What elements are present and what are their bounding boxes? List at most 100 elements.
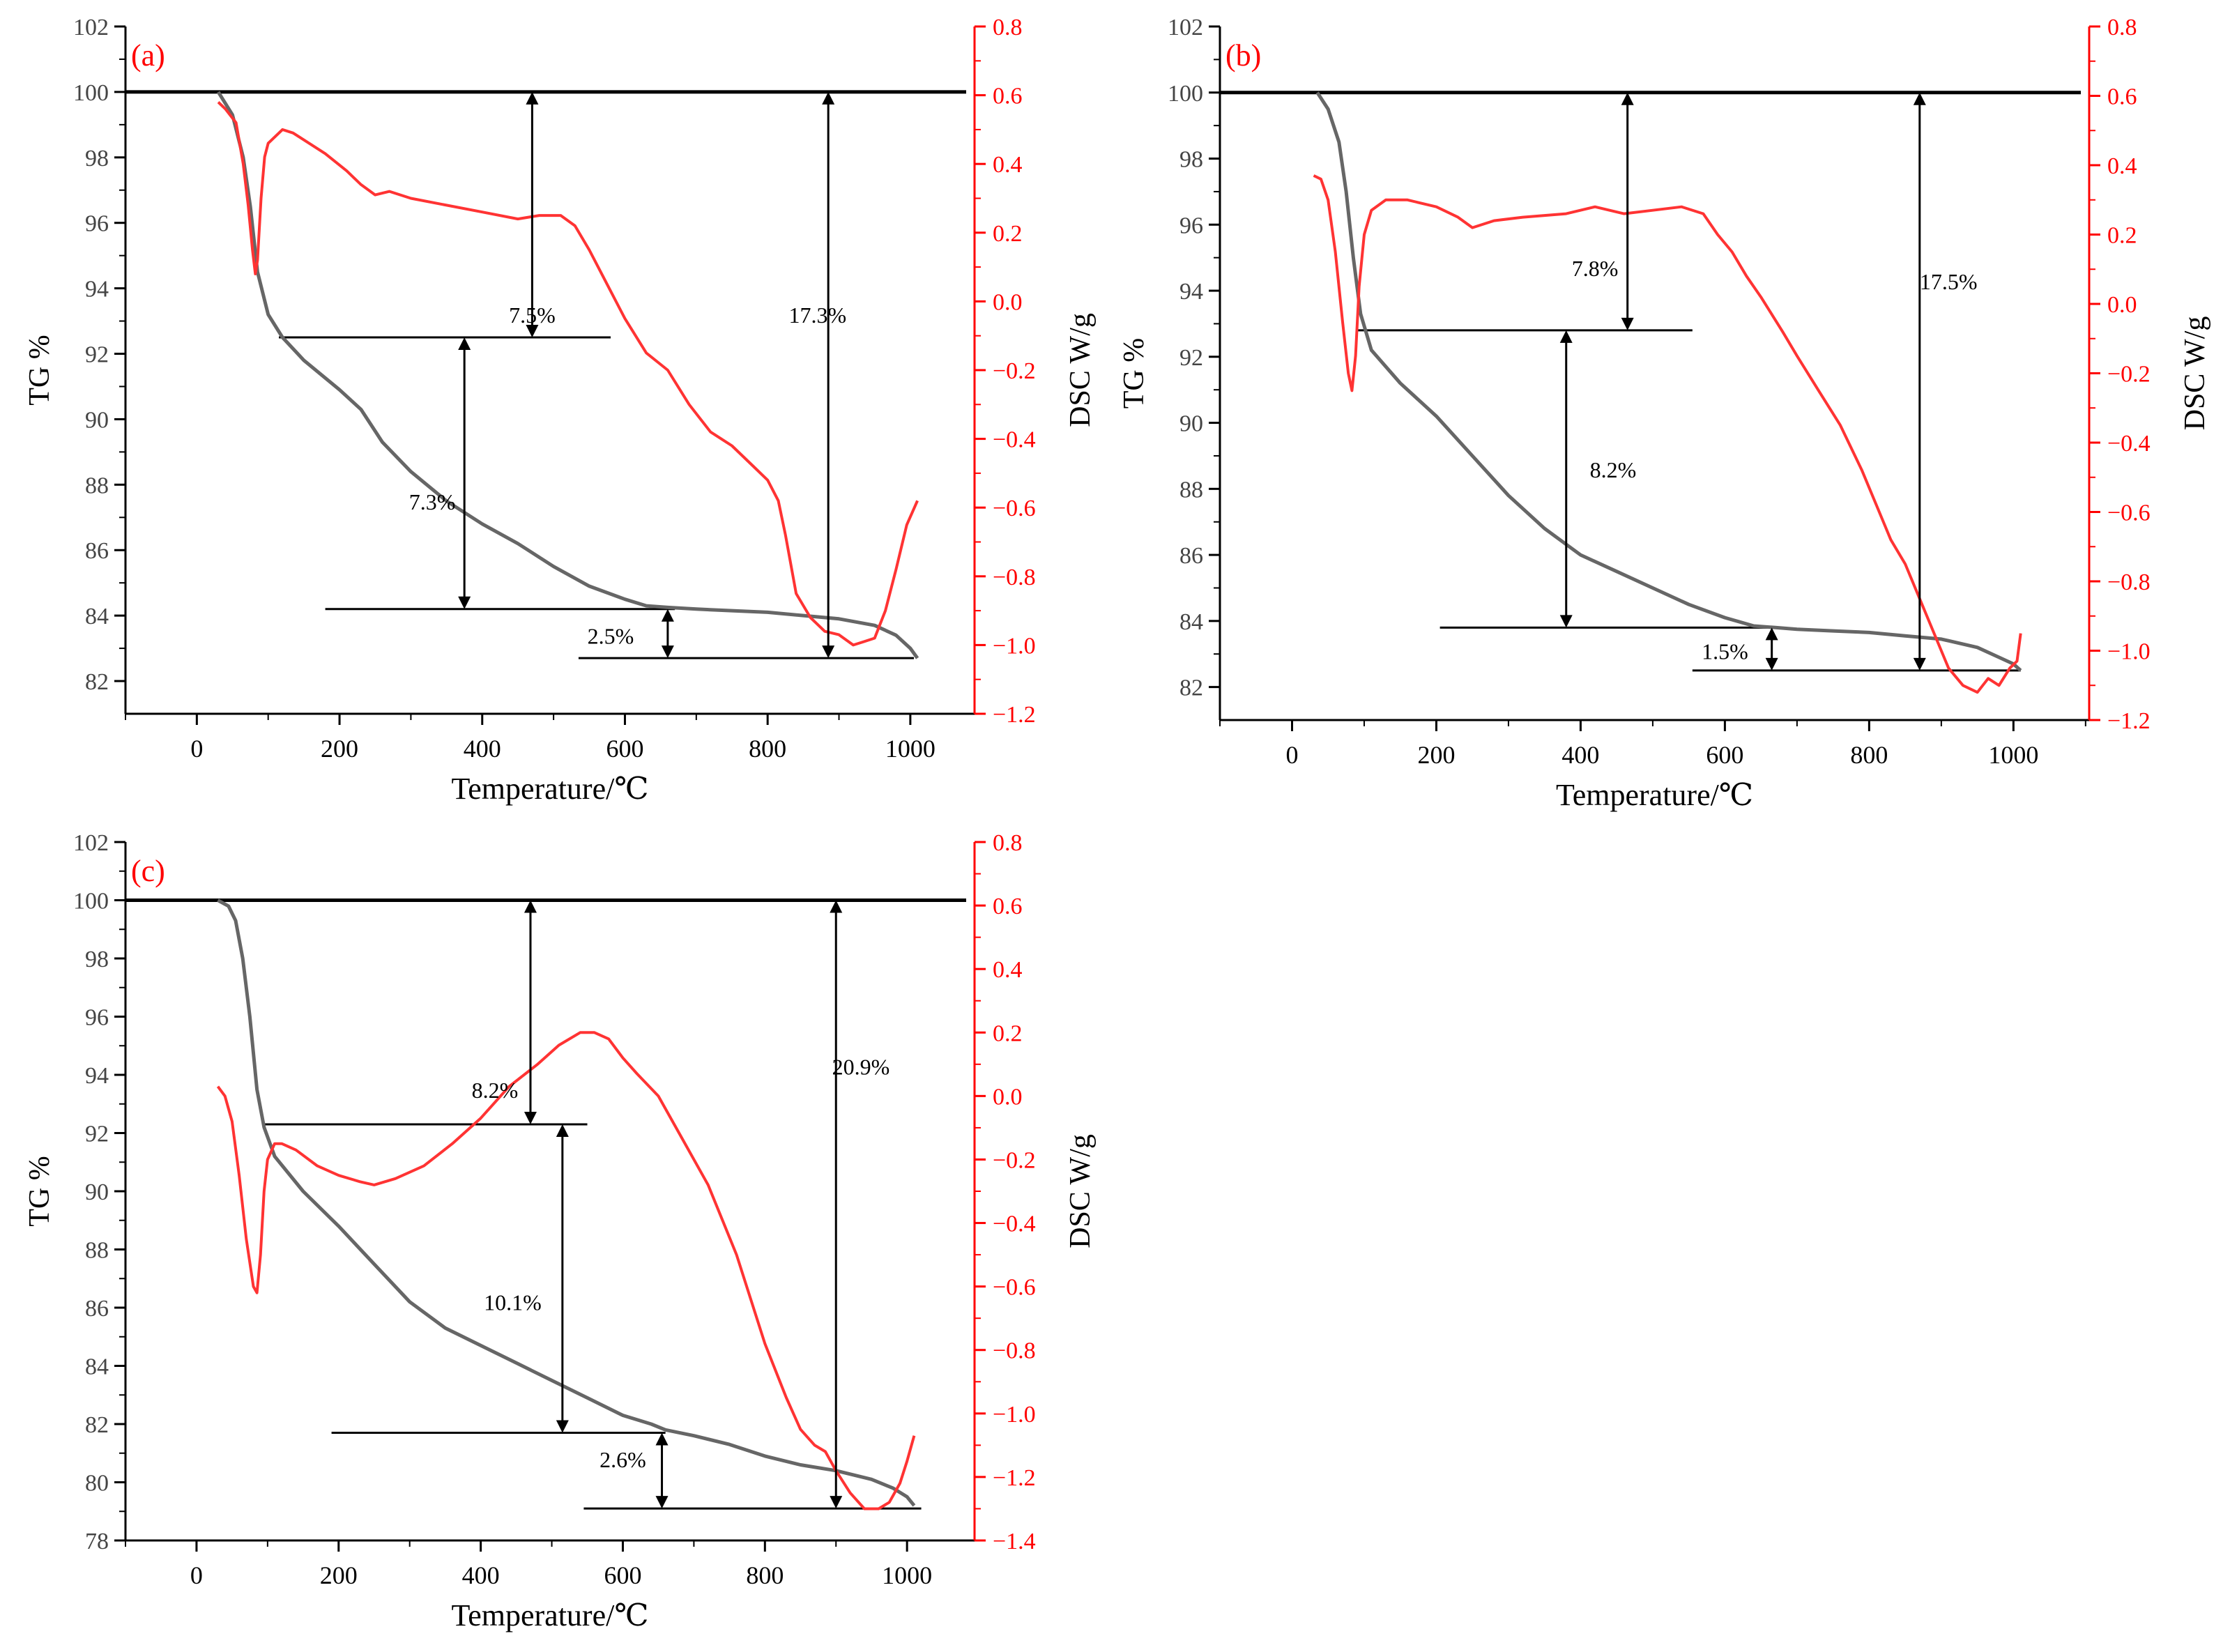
arrow-head-up xyxy=(661,609,674,622)
y-left-title: TG % xyxy=(24,1156,56,1226)
y-right-tick-label: −0.6 xyxy=(993,1275,1036,1301)
y-right-tick-label: −0.8 xyxy=(993,565,1036,590)
mass-loss-label: 7.5% xyxy=(509,303,556,328)
x-tick-label: 800 xyxy=(746,1561,784,1589)
arrow-head-up xyxy=(1765,627,1778,641)
y-right-tick-label: −0.6 xyxy=(2107,500,2151,526)
x-tick-label: 600 xyxy=(606,735,643,763)
arrow-head-down xyxy=(524,1111,537,1124)
y-left-tick-label: 92 xyxy=(85,1122,109,1147)
y-right-tick-label: 0.2 xyxy=(993,221,1023,247)
mass-loss-label: 1.5% xyxy=(1702,639,1748,664)
mass-loss-label: 8.2% xyxy=(1590,457,1637,482)
mass-loss-label: 7.3% xyxy=(409,489,456,514)
y-right-tick-label: −1.4 xyxy=(993,1529,1036,1554)
y-left-tick-label: 84 xyxy=(85,604,109,629)
x-tick-label: 400 xyxy=(464,735,501,763)
y-left-tick-label: 92 xyxy=(1179,345,1203,371)
y-right-tick-label: 0.2 xyxy=(2107,223,2137,249)
mass-loss-label: 8.2% xyxy=(472,1078,519,1103)
y-left-tick-label: 88 xyxy=(85,1238,109,1264)
y-left-title: TG % xyxy=(1118,338,1150,408)
arrow-head-down xyxy=(526,325,539,338)
y-left-tick-label: 100 xyxy=(1168,81,1203,107)
y-right-tick-label: −1.2 xyxy=(993,702,1036,728)
dsc-curve xyxy=(217,101,919,647)
y-left-tick-label: 88 xyxy=(85,473,109,498)
y-left-tick-label: 96 xyxy=(85,211,109,237)
arrow-head-down xyxy=(822,645,835,659)
arrow-head-down xyxy=(1559,615,1573,628)
arrow-head-up xyxy=(526,91,539,105)
y-right-tick-label: −1.0 xyxy=(993,633,1036,659)
arrow-head-down xyxy=(1913,657,1926,671)
arrow-head-up xyxy=(524,900,537,913)
arrow-head-up xyxy=(556,1124,569,1137)
y-left-tick-label: 94 xyxy=(85,1063,109,1089)
y-right-tick-label: 0.8 xyxy=(993,830,1023,856)
y-right-title: DSC W/g xyxy=(1064,313,1097,427)
y-left-tick-label: 96 xyxy=(85,1005,109,1031)
y-right-tick-label: 0.2 xyxy=(993,1020,1023,1046)
y-right-tick-label: 0.0 xyxy=(993,1084,1023,1110)
arrow-head-up xyxy=(830,900,843,913)
y-left-tick-label: 86 xyxy=(1179,543,1203,569)
dsc-curve xyxy=(216,1031,916,1510)
y-left-tick-label: 86 xyxy=(85,1296,109,1322)
y-right-tick-label: −0.8 xyxy=(2107,569,2151,595)
tg-curve xyxy=(216,91,919,659)
y-left-tick-label: 86 xyxy=(85,538,109,564)
y-right-tick-label: −0.2 xyxy=(2107,362,2151,388)
y-left-tick-label: 98 xyxy=(1179,147,1203,173)
mass-loss-label: 2.5% xyxy=(588,623,634,648)
x-tick-label: 200 xyxy=(1417,741,1455,769)
y-right-tick-label: −0.8 xyxy=(993,1338,1036,1364)
y-right-tick-label: 0.6 xyxy=(993,84,1023,109)
x-tick-label: 800 xyxy=(749,735,786,763)
arrow-head-up xyxy=(458,337,471,351)
mass-loss-label: 2.6% xyxy=(599,1447,646,1472)
y-left-tick-label: 98 xyxy=(85,947,109,972)
x-axis-title: Temperature/℃ xyxy=(451,772,648,806)
y-left-tick-label: 94 xyxy=(85,277,109,303)
y-left-title: TG % xyxy=(24,335,56,405)
arrow-head-up xyxy=(1559,330,1573,343)
mass-loss-label: 17.3% xyxy=(788,303,846,328)
y-right-tick-label: 0.0 xyxy=(993,289,1023,315)
x-tick-label: 1000 xyxy=(882,1561,932,1589)
arrow-head-down xyxy=(655,1496,669,1509)
y-right-tick-label: 0.6 xyxy=(993,894,1023,919)
mass-loss-label: 20.9% xyxy=(832,1054,890,1079)
dsc-curve xyxy=(1313,174,2022,694)
y-right-tick-label: −0.2 xyxy=(993,358,1036,384)
y-right-title: DSC W/g xyxy=(2179,316,2211,431)
x-axis-title: Temperature/℃ xyxy=(1556,778,1753,812)
y-right-tick-label: 0.4 xyxy=(2107,153,2137,179)
arrow-head-down xyxy=(1621,317,1634,330)
y-left-tick-label: 82 xyxy=(1179,675,1203,701)
y-right-tick-label: −0.4 xyxy=(993,427,1036,453)
mass-loss-label: 7.8% xyxy=(1572,256,1619,281)
y-left-tick-label: 88 xyxy=(1179,477,1203,503)
y-right-title: DSC W/g xyxy=(1064,1134,1097,1248)
x-tick-label: 600 xyxy=(604,1561,641,1589)
y-right-tick-label: −1.0 xyxy=(2107,639,2151,665)
arrow-head-down xyxy=(661,645,674,659)
x-tick-label: 0 xyxy=(1285,741,1298,769)
tg-curve xyxy=(1315,91,2022,672)
arrow-head-down xyxy=(830,1496,843,1509)
arrow-head-down xyxy=(458,596,471,609)
y-left-tick-label: 80 xyxy=(85,1471,109,1497)
y-left-tick-label: 82 xyxy=(85,1412,109,1438)
y-left-tick-label: 90 xyxy=(85,407,109,433)
panel-label: (b) xyxy=(1225,38,1261,72)
y-right-tick-label: −1.0 xyxy=(993,1402,1036,1428)
y-right-tick-label: 0.8 xyxy=(993,15,1023,40)
y-left-tick-label: 100 xyxy=(73,80,109,106)
tg-curve xyxy=(217,898,916,1507)
y-left-tick-label: 98 xyxy=(85,146,109,171)
y-right-tick-label: −0.2 xyxy=(993,1147,1036,1173)
x-tick-label: 200 xyxy=(320,1561,358,1589)
y-right-tick-label: 0.6 xyxy=(2107,84,2137,110)
